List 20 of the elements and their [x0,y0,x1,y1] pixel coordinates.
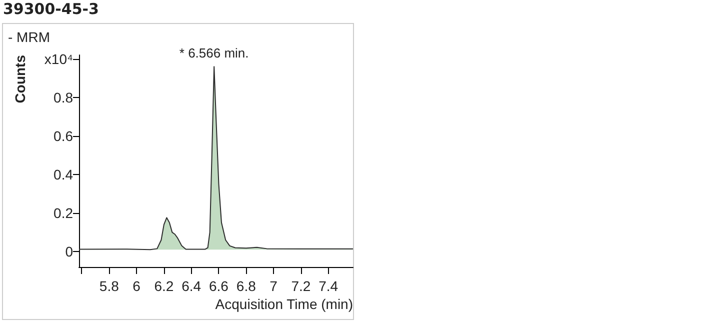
chart-title: 39300-45-3 [3,0,99,18]
y-tick-label: 0.2 [54,205,74,222]
chart-subtitle: - MRM [8,29,50,45]
x-tick-label: 6 [132,278,141,294]
y-tick-label: 0.4 [54,166,74,182]
x-tick-label: 6.2 [154,278,174,294]
y-axis-title: Counts [12,54,28,104]
x-tick-label: 6.4 [182,278,202,294]
annotation: * 6.566 min. [179,46,249,61]
x-tick-label: 6.6 [209,278,229,294]
y-tick-label: 0.8 [54,89,74,106]
x-axis-title: Acquisition Time (min) [215,296,353,312]
x-tick-label: 7.2 [291,278,311,294]
y-tick-label: 0 [65,244,74,260]
x-tick-label: 5.8 [99,278,120,294]
y-tick-label: 0.6 [54,128,74,144]
x-tick-label: 6.8 [236,278,256,294]
y-tick-label: x10⁴ [44,50,73,67]
x-tick-label: 7.4 [318,278,338,294]
x-tick-label: 7 [270,278,278,294]
